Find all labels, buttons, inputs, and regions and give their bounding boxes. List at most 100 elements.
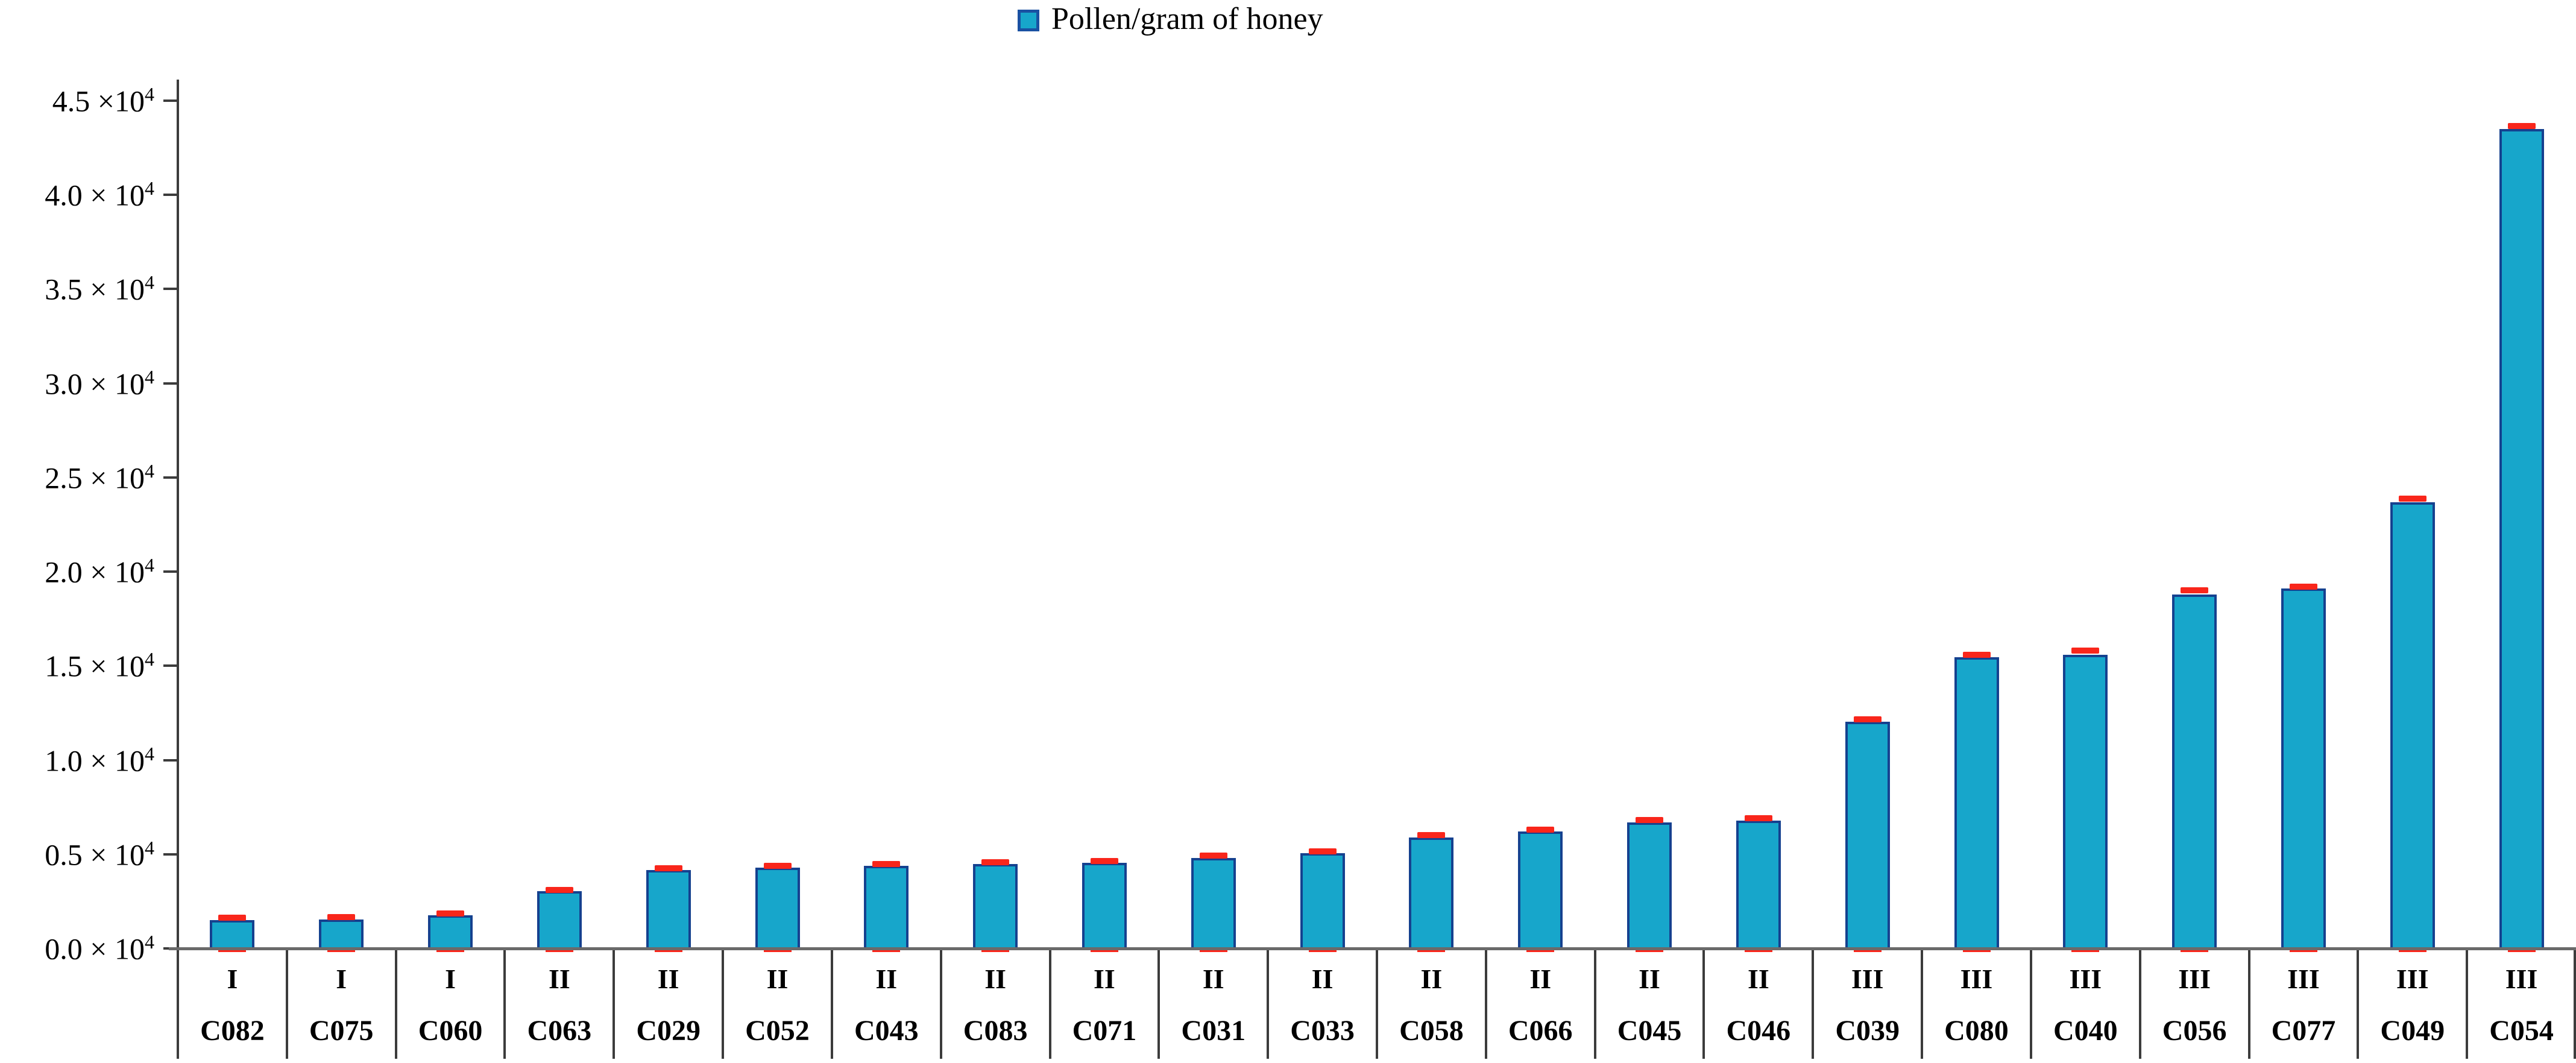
bar-C066 bbox=[1518, 831, 1563, 948]
bar-C039 bbox=[1845, 721, 1890, 948]
y-axis-tick bbox=[163, 759, 177, 762]
error-cap bbox=[1636, 816, 1664, 823]
bar-C071 bbox=[1082, 862, 1127, 948]
bar-C046 bbox=[1736, 820, 1781, 948]
base-error-cap bbox=[2289, 949, 2317, 952]
error-cap bbox=[545, 886, 573, 893]
base-error-cap bbox=[1308, 949, 1337, 952]
x-label-group: II bbox=[875, 964, 898, 994]
error-cap bbox=[2398, 496, 2426, 502]
bar-C031 bbox=[1191, 858, 1236, 948]
bar-C060 bbox=[428, 915, 473, 948]
error-cap bbox=[763, 862, 792, 869]
bar-C033 bbox=[1300, 853, 1345, 948]
y-tick-label: 3.5 × 104 bbox=[45, 271, 154, 307]
x-label-group: II bbox=[1202, 964, 1224, 994]
bar-C045 bbox=[1627, 822, 1672, 948]
x-label-code: C054 bbox=[2489, 1015, 2554, 1047]
base-error-cap bbox=[218, 949, 247, 952]
category-separator bbox=[394, 948, 397, 1059]
bar-C052 bbox=[755, 867, 800, 948]
x-label-code: C075 bbox=[309, 1015, 374, 1047]
error-cap bbox=[981, 859, 1010, 865]
category-separator bbox=[503, 948, 506, 1059]
x-label-group: II bbox=[1420, 964, 1443, 994]
base-error-cap bbox=[2507, 949, 2536, 952]
base-error-cap bbox=[1962, 949, 1991, 952]
category-separator bbox=[1812, 948, 1815, 1059]
legend-swatch-icon bbox=[1018, 10, 1039, 31]
base-error-cap bbox=[545, 949, 573, 952]
y-tick-label: 4.0 × 104 bbox=[45, 177, 154, 212]
y-axis-tick bbox=[163, 288, 177, 291]
y-tick-label: 3.0 × 104 bbox=[45, 365, 154, 401]
x-label-group: II bbox=[1311, 964, 1334, 994]
category-separator bbox=[2138, 948, 2141, 1059]
category-separator bbox=[177, 948, 179, 1059]
y-axis-tick bbox=[163, 853, 177, 856]
x-label-code: C049 bbox=[2380, 1015, 2445, 1047]
base-error-cap bbox=[436, 949, 465, 952]
category-separator bbox=[830, 948, 833, 1059]
x-label-code: C071 bbox=[1072, 1015, 1137, 1047]
x-label-group: III bbox=[1960, 964, 1993, 994]
y-axis-tick bbox=[163, 664, 177, 667]
category-separator bbox=[1267, 948, 1270, 1059]
bar-C082 bbox=[210, 920, 255, 948]
y-axis-tick bbox=[163, 476, 177, 479]
error-cap bbox=[2507, 122, 2536, 129]
x-label-group: II bbox=[766, 964, 789, 994]
category-separator bbox=[1921, 948, 1924, 1059]
y-axis-tick bbox=[163, 570, 177, 573]
base-error-cap bbox=[1090, 949, 1118, 952]
base-error-cap bbox=[327, 949, 356, 952]
base-error-cap bbox=[1199, 949, 1227, 952]
bar-C049 bbox=[2390, 502, 2435, 948]
error-cap bbox=[654, 865, 682, 871]
x-label-group: III bbox=[2069, 964, 2102, 994]
error-cap bbox=[1526, 826, 1555, 833]
x-label-group: II bbox=[1747, 964, 1769, 994]
x-label-code: C083 bbox=[963, 1015, 1028, 1047]
category-separator bbox=[722, 948, 725, 1059]
category-separator bbox=[285, 948, 288, 1059]
x-label-group: II bbox=[657, 964, 679, 994]
x-label-group: I bbox=[227, 964, 238, 994]
x-label-code: C056 bbox=[2162, 1015, 2227, 1047]
category-separator bbox=[2247, 948, 2250, 1059]
x-label-group: III bbox=[1851, 964, 1884, 994]
x-label-code: C039 bbox=[1835, 1015, 1900, 1047]
x-label-group: III bbox=[2287, 964, 2320, 994]
y-tick-label: 4.5 ×104 bbox=[52, 83, 154, 118]
error-cap bbox=[2289, 583, 2317, 590]
bar-C058 bbox=[1409, 837, 1454, 948]
x-label-code: C082 bbox=[200, 1015, 265, 1047]
base-error-cap bbox=[1744, 949, 1772, 952]
base-error-cap bbox=[654, 949, 682, 952]
error-cap bbox=[1090, 857, 1118, 864]
error-cap bbox=[1744, 815, 1772, 822]
x-label-code: C029 bbox=[636, 1015, 701, 1047]
y-tick-label: 0.5 × 104 bbox=[45, 836, 154, 872]
base-error-cap bbox=[763, 949, 792, 952]
x-label-code: C033 bbox=[1290, 1015, 1355, 1047]
y-axis-tick bbox=[163, 382, 177, 385]
bar-C043 bbox=[864, 865, 909, 948]
y-tick-label: 2.5 × 104 bbox=[45, 459, 154, 495]
category-separator bbox=[1157, 948, 1160, 1059]
category-separator bbox=[1048, 948, 1051, 1059]
base-error-cap bbox=[1853, 949, 1882, 952]
y-tick-label: 1.5 × 104 bbox=[45, 648, 154, 683]
error-cap bbox=[1853, 716, 1882, 722]
base-error-cap bbox=[1636, 949, 1664, 952]
error-cap bbox=[327, 913, 356, 920]
base-error-cap bbox=[2181, 949, 2209, 952]
x-label-code: C040 bbox=[2053, 1015, 2118, 1047]
error-cap bbox=[436, 910, 465, 917]
error-cap bbox=[1308, 848, 1337, 854]
y-axis-tick bbox=[163, 99, 177, 102]
base-error-cap bbox=[981, 949, 1010, 952]
x-label-code: C080 bbox=[1944, 1015, 2009, 1047]
x-label-group: II bbox=[984, 964, 1007, 994]
